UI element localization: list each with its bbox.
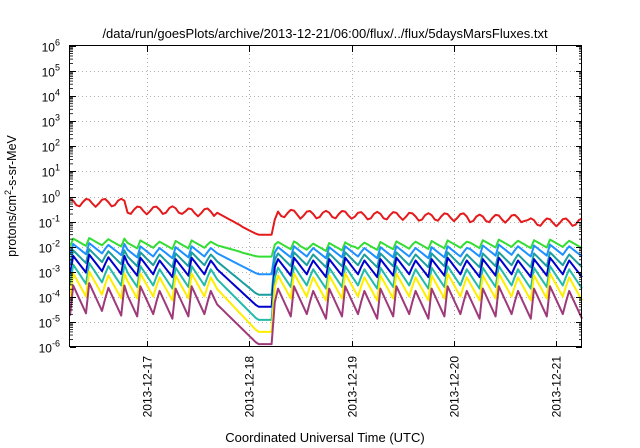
x-tick-label: 2013-12-21: [550, 356, 564, 418]
y-label-units-rest: -s-sr-MeV: [5, 134, 19, 190]
y-tick-label: 106: [42, 38, 60, 55]
y-tick-label: 10-6: [39, 339, 60, 356]
series-lines: [69, 197, 583, 346]
y-tick-label: 102: [42, 138, 60, 155]
x-axis: 2013-12-17 2013-12-18 2013-12-19 2013-12-20…: [141, 46, 564, 417]
y-tick-label: 10-1: [39, 214, 60, 231]
x-tick-label: 2013-12-19: [346, 356, 360, 418]
series-line-4: [69, 248, 583, 296]
x-axis-label: Coordinated Universal Time (UTC): [225, 430, 424, 445]
x-tick-label: 2013-12-17: [141, 356, 155, 418]
series-line-8: [69, 282, 583, 346]
series-line-7: [69, 270, 583, 333]
y-tick-label: 10-5: [39, 314, 60, 331]
chart-title: /data/run/goesPlots/archive/2013-12-21/0…: [102, 26, 548, 41]
y-tick-label: 103: [42, 113, 60, 130]
y-tick-label: 10-4: [39, 289, 60, 306]
plot-frame: [69, 45, 582, 347]
y-tick-label: 100: [42, 189, 60, 206]
series-line-6: [69, 262, 583, 321]
y-label-exponent: 2: [3, 190, 13, 195]
series-line-5: [69, 253, 583, 308]
series-line-2: [69, 237, 583, 258]
series-line-3: [69, 242, 583, 276]
y-tick-label: 101: [42, 163, 60, 180]
x-tick-label: 2013-12-20: [448, 356, 462, 418]
y-tick-label: 105: [42, 63, 60, 80]
y-axis-label: protons/cm2-s-sr-MeV: [3, 134, 19, 256]
y-tick-label: 10-2: [39, 239, 60, 256]
series-line-1: [69, 197, 583, 236]
x-tick-label: 2013-12-18: [243, 356, 257, 418]
y-tick-label: 10-3: [39, 264, 60, 281]
y-axis: 10-6 10-5 10-4 10-3 10-2 10-1 100 101 102 103 104 1…: [39, 38, 582, 356]
y-label-units: protons/cm: [5, 195, 19, 257]
y-tick-label: 104: [42, 88, 60, 105]
